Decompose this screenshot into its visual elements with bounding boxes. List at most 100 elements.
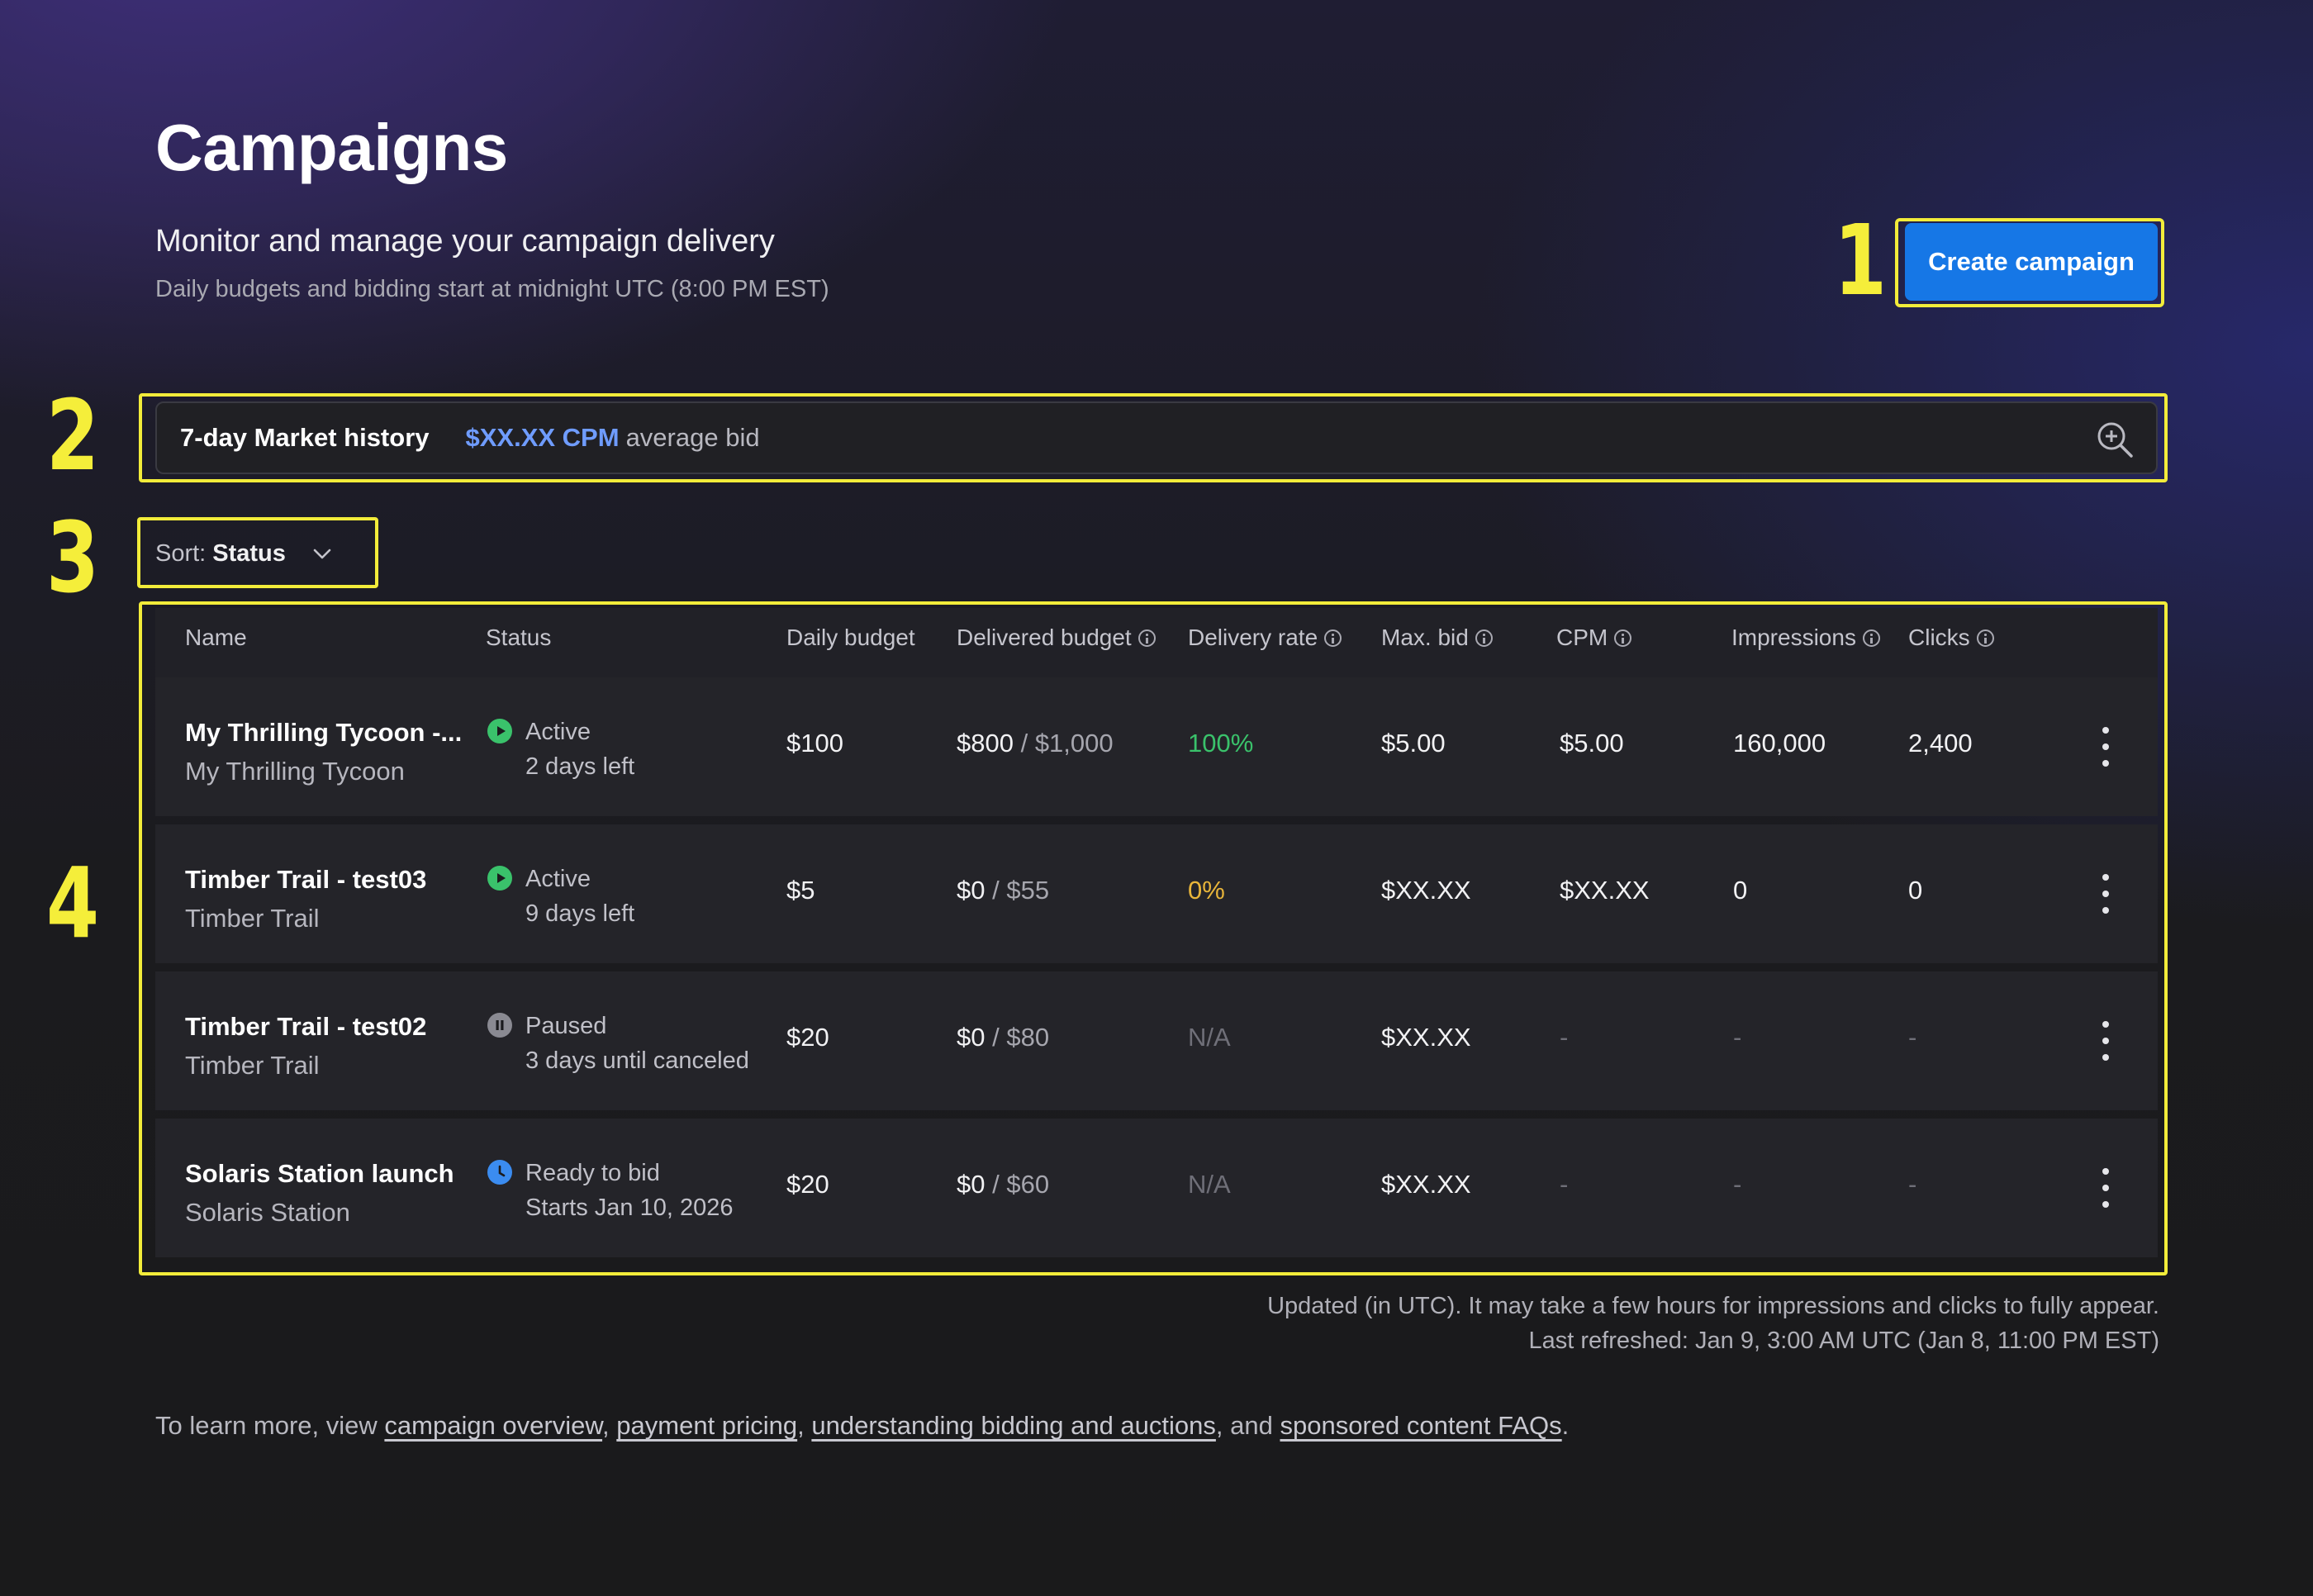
cpm: -	[1560, 1170, 1569, 1199]
link-campaign-overview[interactable]: campaign overview	[384, 1411, 603, 1440]
zoom-in-icon[interactable]	[2095, 420, 2135, 459]
more-options-icon[interactable]	[2100, 874, 2110, 914]
campaign-name-cell[interactable]: Timber Trail - test03 Timber Trail	[185, 861, 426, 938]
status-label: Active	[525, 719, 591, 745]
column-status[interactable]: Status	[486, 625, 552, 650]
more-options-icon[interactable]	[2100, 1021, 2110, 1061]
pause-icon	[487, 1013, 512, 1038]
status-detail: 9 days left	[525, 900, 635, 927]
campaign-name[interactable]: Timber Trail - test03	[185, 865, 427, 894]
status-label: Active	[525, 866, 591, 892]
budget-note: Daily budgets and bidding start at midni…	[155, 276, 829, 302]
info-icon[interactable]	[1614, 629, 1632, 647]
max-bid: $5.00	[1381, 729, 1446, 758]
table-row[interactable]: Timber Trail - test02 Timber Trail Paused 3…	[155, 971, 2158, 1110]
campaign-game: Timber Trail	[185, 1051, 320, 1080]
delivered-amount: $0	[957, 1170, 986, 1199]
delivered-budget: $0 / $80	[957, 1023, 1049, 1052]
delivered-budget: $0 / $60	[957, 1170, 1049, 1199]
delivery-rate: N/A	[1188, 1170, 1231, 1199]
table-header: Name Status Daily budget Delivered budge…	[155, 608, 2158, 677]
info-icon[interactable]	[1862, 629, 1880, 647]
highlight-table	[139, 601, 2168, 1275]
column-cpm[interactable]: CPM	[1556, 625, 1632, 651]
max-bid: $XX.XX	[1381, 1023, 1471, 1052]
chevron-down-icon	[313, 549, 331, 559]
delivery-rate: 100%	[1188, 729, 1254, 758]
campaign-name[interactable]: My Thrilling Tycoon -...	[185, 718, 463, 747]
info-icon[interactable]	[1475, 629, 1493, 647]
info-icon[interactable]	[1976, 629, 1994, 647]
impressions: 0	[1733, 876, 1748, 905]
campaign-name-cell[interactable]: Solaris Station launch Solaris Station	[185, 1155, 454, 1233]
page-subtitle: Monitor and manage your campaign deliver…	[155, 224, 775, 259]
annotation-3: 3	[46, 501, 100, 615]
daily-budget: $100	[786, 729, 843, 758]
table-row[interactable]: Solaris Station launch Solaris Station Rea…	[155, 1119, 2158, 1257]
campaign-name[interactable]: Timber Trail - test02	[185, 1012, 427, 1041]
budget-total: / $1,000	[1020, 729, 1114, 758]
budget-total: / $55	[992, 876, 1050, 905]
delivery-rate: N/A	[1188, 1023, 1231, 1052]
campaign-game: My Thrilling Tycoon	[185, 757, 405, 786]
table-row[interactable]: Timber Trail - test03 Timber Trail Active 9…	[155, 824, 2158, 963]
market-average-bid-suffix: average bid	[625, 423, 760, 452]
status-detail: Starts Jan 10, 2026	[525, 1195, 734, 1221]
status-detail: 3 days until canceled	[525, 1047, 749, 1074]
play-icon	[487, 719, 512, 743]
delivered-amount: $0	[957, 876, 986, 905]
column-max-bid[interactable]: Max. bid	[1381, 625, 1493, 651]
annotation-1: 1	[1834, 203, 1888, 317]
updated-note: Updated (in UTC). It may take a few hour…	[1267, 1293, 2159, 1319]
market-history-label: 7-day Market history	[180, 423, 430, 452]
campaign-game: Timber Trail	[185, 904, 320, 933]
table-row[interactable]: My Thrilling Tycoon -... My Thrilling Tyc…	[155, 677, 2158, 816]
sort-dropdown[interactable]: Sort: Status	[155, 524, 334, 583]
budget-total: / $60	[992, 1170, 1050, 1199]
daily-budget: $20	[786, 1023, 829, 1052]
play-icon	[487, 866, 512, 891]
cpm: $XX.XX	[1560, 876, 1650, 905]
clicks: 0	[1908, 876, 1923, 905]
highlight-market-bar	[139, 393, 2168, 482]
column-name[interactable]: Name	[185, 625, 247, 650]
column-delivered-budget[interactable]: Delivered budget	[957, 625, 1156, 651]
more-options-icon[interactable]	[2100, 727, 2110, 767]
info-icon[interactable]	[1138, 629, 1156, 647]
column-clicks[interactable]: Clicks	[1908, 625, 1994, 651]
info-icon[interactable]	[1324, 629, 1342, 647]
last-refreshed: Last refreshed: Jan 9, 3:00 AM UTC (Jan …	[1528, 1328, 2159, 1354]
max-bid: $XX.XX	[1381, 876, 1471, 905]
daily-budget: $5	[786, 876, 815, 905]
link-bidding-and-auctions[interactable]: understanding bidding and auctions	[811, 1411, 1216, 1440]
learn-more-text: To learn more, view campaign overview, p…	[155, 1411, 1570, 1440]
page-title: Campaigns	[155, 111, 508, 184]
sort-value: Status	[212, 539, 286, 567]
impressions: -	[1733, 1023, 1742, 1052]
delivered-budget: $800 / $1,000	[957, 729, 1114, 758]
column-daily-budget[interactable]: Daily budget	[786, 625, 915, 650]
cpm: $5.00	[1560, 729, 1624, 758]
clicks: -	[1908, 1023, 1917, 1052]
more-options-icon[interactable]	[2100, 1168, 2110, 1208]
campaign-name-cell[interactable]: My Thrilling Tycoon -... My Thrilling Tyc…	[185, 714, 462, 791]
impressions: 160,000	[1733, 729, 1826, 758]
status-label: Ready to bid	[525, 1160, 660, 1186]
campaign-game: Solaris Station	[185, 1198, 350, 1227]
cpm: -	[1560, 1023, 1569, 1052]
highlight-create-button	[1895, 218, 2164, 307]
daily-budget: $20	[786, 1170, 829, 1199]
link-sponsored-content-faqs[interactable]: sponsored content FAQs	[1280, 1411, 1562, 1440]
sort-label: Sort:	[155, 539, 207, 567]
delivered-amount: $800	[957, 729, 1014, 758]
create-campaign-button[interactable]: Create campaign	[1905, 223, 2158, 301]
column-delivery-rate[interactable]: Delivery rate	[1188, 625, 1342, 651]
campaign-name-cell[interactable]: Timber Trail - test02 Timber Trail	[185, 1008, 426, 1085]
link-payment-pricing[interactable]: payment pricing	[616, 1411, 798, 1440]
campaign-name[interactable]: Solaris Station launch	[185, 1159, 454, 1188]
delivery-rate: 0%	[1188, 876, 1225, 905]
delivered-amount: $0	[957, 1023, 986, 1052]
market-history-bar[interactable]: 7-day Market history $XX.XX CPM average …	[155, 401, 2158, 474]
column-impressions[interactable]: Impressions	[1731, 625, 1880, 651]
annotation-4: 4	[46, 846, 100, 960]
